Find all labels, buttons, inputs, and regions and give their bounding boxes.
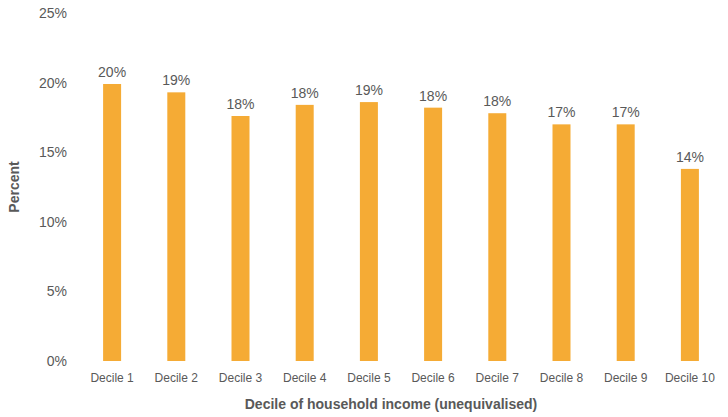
y-tick-label: 25% xyxy=(39,5,67,21)
bar xyxy=(553,124,571,361)
x-tick-label: Decile 3 xyxy=(219,371,263,385)
chart-svg: 0% 5% 10% 15% 20% 25% 20% 19% 18% 18% 19% 18% 18% 17%… xyxy=(0,0,728,417)
data-label: 18% xyxy=(226,96,254,112)
y-axis: 0% 5% 10% 15% 20% 25% xyxy=(39,5,80,369)
y-tick xyxy=(77,291,80,292)
bar xyxy=(681,169,699,361)
y-tick-label: 5% xyxy=(47,283,67,299)
y-tick-label: 20% xyxy=(39,75,67,91)
bar xyxy=(424,108,442,361)
y-tick-label: 0% xyxy=(47,353,67,369)
bars xyxy=(103,84,699,361)
x-tick-label: Decile 8 xyxy=(540,371,584,385)
data-label: 19% xyxy=(355,82,383,98)
x-tick-label: Decile 5 xyxy=(347,371,391,385)
bar xyxy=(167,92,185,361)
data-label: 17% xyxy=(612,104,640,120)
data-label: 17% xyxy=(547,104,575,120)
data-label: 14% xyxy=(676,149,704,165)
data-label: 19% xyxy=(162,72,190,88)
x-tick-label: Decile 7 xyxy=(476,371,520,385)
y-axis-title: Percent xyxy=(6,161,22,213)
data-labels: 20% 19% 18% 18% 19% 18% 18% 17% 17% 14% xyxy=(98,64,704,165)
data-label: 18% xyxy=(483,93,511,109)
x-axis: Decile 1 Decile 2 Decile 3 Decile 4 Decile 5… xyxy=(90,371,715,385)
data-label: 18% xyxy=(419,88,447,104)
bar xyxy=(488,113,506,361)
y-tick xyxy=(77,361,80,362)
x-tick-label: Decile 6 xyxy=(411,371,455,385)
data-label: 18% xyxy=(291,85,319,101)
x-tick-label: Decile 9 xyxy=(604,371,648,385)
y-tick-label: 15% xyxy=(39,144,67,160)
bar xyxy=(360,102,378,361)
x-tick-label: Decile 10 xyxy=(665,371,715,385)
chart-container: 0% 5% 10% 15% 20% 25% 20% 19% 18% 18% 19% 18% 18% 17%… xyxy=(0,0,728,417)
bar xyxy=(617,124,635,361)
y-tick xyxy=(77,152,80,153)
x-tick-label: Decile 1 xyxy=(90,371,134,385)
x-tick-label: Decile 2 xyxy=(155,371,199,385)
y-tick xyxy=(77,221,80,222)
y-tick-label: 10% xyxy=(39,214,67,230)
bar xyxy=(103,84,121,361)
y-tick xyxy=(77,13,80,14)
x-tick-label: Decile 4 xyxy=(283,371,327,385)
bar xyxy=(296,105,314,361)
y-tick xyxy=(77,82,80,83)
data-label: 20% xyxy=(98,64,126,80)
bar xyxy=(232,116,250,361)
x-axis-title: Decile of household income (unequivalise… xyxy=(245,396,538,412)
